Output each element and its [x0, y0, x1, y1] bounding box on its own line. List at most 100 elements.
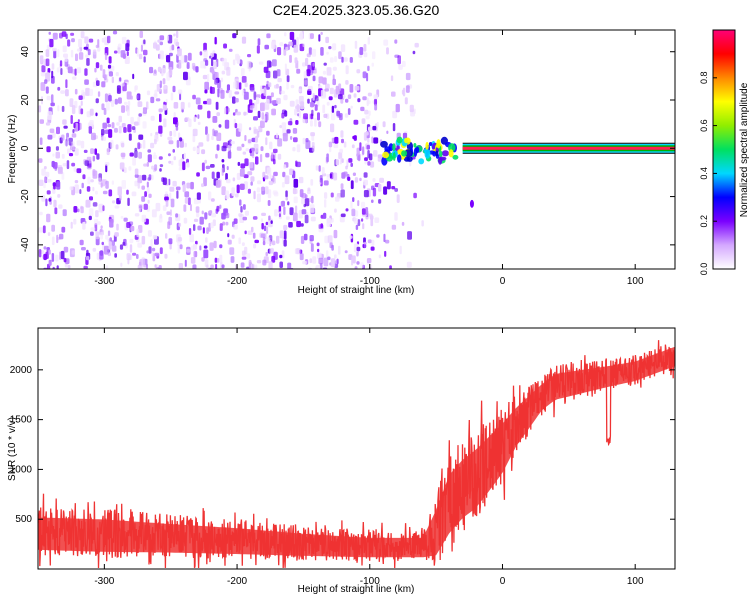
heatmap-y-tick-label: 20 [20, 94, 31, 106]
noise-cell [73, 218, 77, 225]
noise-cell [151, 209, 157, 218]
noise-cell [88, 215, 92, 221]
noise-cell [350, 162, 353, 167]
noise-cell [353, 93, 357, 98]
noise-cell [159, 247, 163, 255]
noise-cell [273, 158, 276, 165]
noise-cell [341, 56, 344, 63]
noise-cell [249, 148, 252, 154]
noise-cell [96, 153, 100, 160]
noise-cell [407, 231, 412, 240]
noise-cell [329, 57, 334, 63]
noise-cell [296, 220, 301, 228]
snr-panel: -300 -200 -100 0 100 500 1000 1500 2000 Height o… [7, 327, 676, 595]
noise-cell [226, 178, 231, 184]
noise-cell [182, 184, 186, 193]
noise-cell [298, 88, 302, 93]
noise-cell [136, 94, 139, 100]
noise-cell [104, 93, 108, 103]
noise-cell [287, 262, 292, 269]
noise-cell [399, 245, 402, 255]
noise-cell [335, 159, 340, 166]
noise-cell [240, 60, 243, 65]
noise-cell [283, 94, 288, 101]
noise-cell [197, 104, 203, 110]
noise-cell [276, 69, 281, 77]
noise-cell [392, 110, 398, 119]
noise-cell [98, 203, 104, 213]
noise-cell [186, 182, 191, 189]
noise-cell [55, 146, 59, 151]
noise-cell [396, 194, 400, 203]
noise-cell [69, 186, 74, 191]
noise-cell [394, 212, 398, 221]
noise-cell [383, 39, 389, 46]
noise-cell [179, 244, 183, 250]
noise-cell [43, 246, 47, 250]
noise-cell [373, 94, 379, 100]
noise-cell [205, 237, 208, 243]
noise-cell [226, 66, 231, 76]
noise-cell [289, 100, 295, 107]
noise-cell [62, 119, 67, 125]
noise-cell [298, 95, 304, 105]
noise-cell [143, 56, 146, 63]
noise-cell [54, 199, 57, 208]
noise-cell [159, 168, 162, 172]
noise-cell [383, 233, 386, 243]
noise-cell [267, 200, 271, 206]
noise-cell [412, 50, 416, 55]
noise-cell [121, 105, 125, 113]
noise-cell [214, 257, 218, 263]
noise-cell [61, 31, 67, 37]
noise-cell [180, 101, 185, 110]
noise-cell [143, 163, 148, 167]
noise-cell [74, 68, 77, 76]
noise-cell [171, 44, 175, 51]
noise-cell [238, 82, 242, 90]
noise-cell [84, 36, 89, 44]
noise-cell [134, 213, 140, 217]
noise-cell [230, 140, 235, 145]
noise-cell [268, 261, 273, 269]
noise-cell [338, 152, 343, 160]
noise-cell [108, 71, 113, 77]
noise-cell [219, 254, 223, 264]
noise-cell [107, 64, 112, 69]
noise-cell [206, 227, 209, 234]
noise-cell [318, 165, 321, 172]
noise-cell [153, 152, 156, 156]
noise-cell [333, 144, 339, 149]
noise-cell [66, 160, 70, 170]
noise-cell [154, 164, 158, 171]
noise-cell [134, 180, 139, 187]
noise-cell [365, 115, 370, 120]
noise-cell [172, 85, 176, 93]
noise-cell [165, 191, 168, 197]
noise-cell [151, 250, 154, 257]
noise-cell [325, 36, 329, 44]
noise-cell [188, 228, 192, 235]
noise-cell [84, 79, 89, 85]
noise-cell [332, 43, 337, 51]
noise-cell [305, 140, 311, 149]
noise-cell [244, 210, 249, 216]
noise-cell [223, 43, 227, 49]
noise-cell [127, 197, 130, 206]
noise-cell [47, 68, 51, 74]
noise-cell [354, 266, 358, 269]
noise-cell [201, 183, 205, 188]
noise-cell [83, 265, 88, 269]
noise-cell [326, 67, 332, 76]
noise-cell [159, 113, 162, 123]
noise-cell [158, 215, 163, 223]
noise-cell [38, 227, 44, 233]
noise-cell [176, 190, 179, 199]
noise-cell [48, 31, 51, 35]
noise-cell [193, 224, 196, 231]
noise-cell [176, 54, 179, 63]
noise-cell [80, 108, 84, 115]
noise-cell [52, 153, 55, 157]
noise-cell [392, 123, 396, 132]
noise-cell [406, 261, 412, 268]
